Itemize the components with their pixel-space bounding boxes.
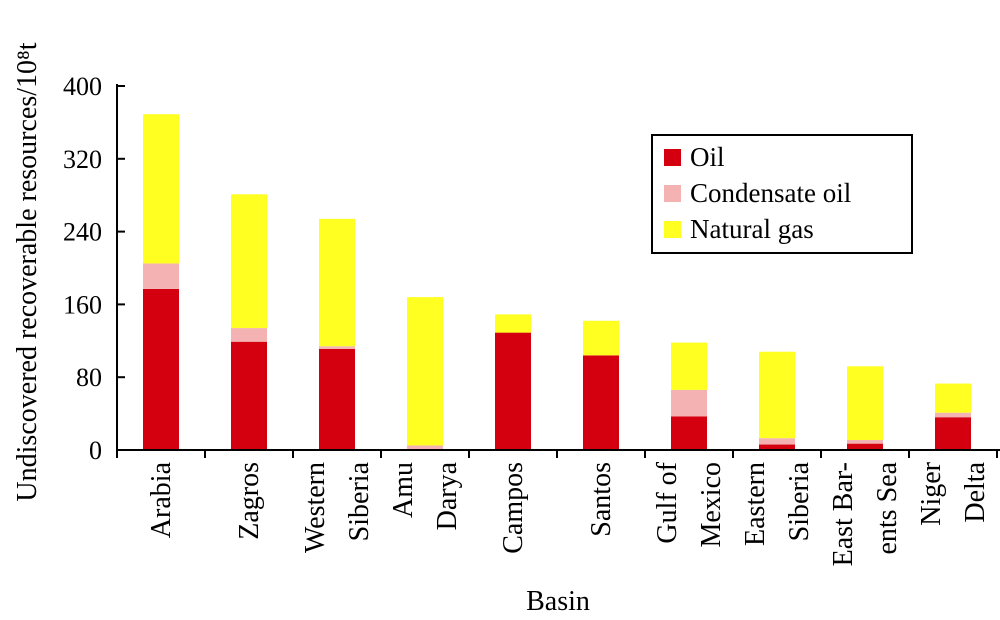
x-tick-label: Niger bbox=[916, 461, 947, 525]
bar-2-10 bbox=[935, 412, 971, 418]
bar-3-10 bbox=[935, 383, 971, 413]
bar-1-5 bbox=[495, 332, 531, 450]
legend: Oil Condensate oil Natural gas bbox=[651, 134, 913, 254]
bar-2-9 bbox=[847, 439, 883, 444]
x-tick-label: Gulf of bbox=[652, 461, 683, 543]
bar-2-8 bbox=[759, 438, 795, 445]
bar-1-2 bbox=[231, 341, 267, 450]
y-tick-labels: 0 80 160 240 320 400 bbox=[63, 72, 102, 465]
bar-1-10 bbox=[935, 417, 971, 450]
x-tick-label: ents Sea bbox=[872, 461, 903, 554]
x-tick-label: Santos bbox=[586, 462, 617, 537]
axes-layer bbox=[116, 84, 1000, 458]
x-tick-label: Amu bbox=[388, 462, 419, 518]
x-tick-label: Siberia bbox=[784, 461, 815, 541]
bar-3-9 bbox=[847, 366, 883, 440]
legend-label-3: Natural gas bbox=[690, 214, 814, 244]
x-tick-label: Darya bbox=[432, 461, 463, 530]
bar-1-1 bbox=[143, 288, 179, 450]
x-tick-label: Campos bbox=[498, 462, 529, 554]
bar-1-8 bbox=[759, 444, 795, 450]
bar-2-2 bbox=[231, 328, 267, 342]
bar-3-1 bbox=[143, 114, 179, 264]
x-tick-label: Zagros bbox=[234, 462, 265, 540]
bar-3-8 bbox=[759, 351, 795, 439]
bar-3-7 bbox=[671, 342, 707, 390]
x-tick-labels: Arabia Zagros Western Siberia Amu Darya Campos… bbox=[146, 461, 991, 566]
bar-1-3 bbox=[319, 348, 355, 450]
bar-1-7 bbox=[671, 416, 707, 450]
bar-3-5 bbox=[495, 314, 531, 333]
y-tick-label: 80 bbox=[76, 363, 102, 392]
y-tick-label: 0 bbox=[89, 436, 102, 465]
bar-2-3 bbox=[319, 346, 355, 349]
y-tick-label: 320 bbox=[63, 145, 102, 174]
legend-swatch-1 bbox=[664, 149, 681, 166]
bar-1-9 bbox=[847, 443, 883, 450]
x-axis-label: Basin bbox=[526, 586, 590, 617]
legend-swatch-3 bbox=[664, 221, 681, 238]
bar-3-3 bbox=[319, 218, 355, 347]
bar-1-6 bbox=[583, 355, 619, 450]
legend-box bbox=[651, 134, 913, 254]
x-tick-label: Arabia bbox=[146, 461, 177, 538]
x-tick-label: Mexico bbox=[696, 462, 727, 548]
y-tick-label: 400 bbox=[63, 72, 102, 101]
x-tick-label: Western bbox=[300, 462, 331, 553]
bars-layer bbox=[143, 114, 971, 450]
y-tick-label: 240 bbox=[63, 218, 102, 247]
bar-3-6 bbox=[583, 320, 619, 356]
legend-label-1: Oil bbox=[690, 142, 725, 172]
y-tick-label: 160 bbox=[63, 290, 102, 319]
bar-2-4 bbox=[407, 445, 443, 450]
x-tick-label: Siberia bbox=[344, 461, 375, 541]
x-tick-label: Eastern bbox=[740, 462, 771, 546]
bar-3-2 bbox=[231, 194, 267, 329]
x-tick-label: Delta bbox=[960, 461, 991, 522]
bar-2-1 bbox=[143, 263, 179, 289]
legend-swatch-2 bbox=[664, 185, 681, 202]
legend-label-2: Condensate oil bbox=[690, 178, 851, 208]
y-axis-label: Undiscovered recoverable resources/10⁸t bbox=[12, 42, 43, 501]
bar-2-7 bbox=[671, 389, 707, 417]
bar-3-4 bbox=[407, 297, 443, 446]
x-tick-label: East Bar- bbox=[828, 462, 859, 566]
